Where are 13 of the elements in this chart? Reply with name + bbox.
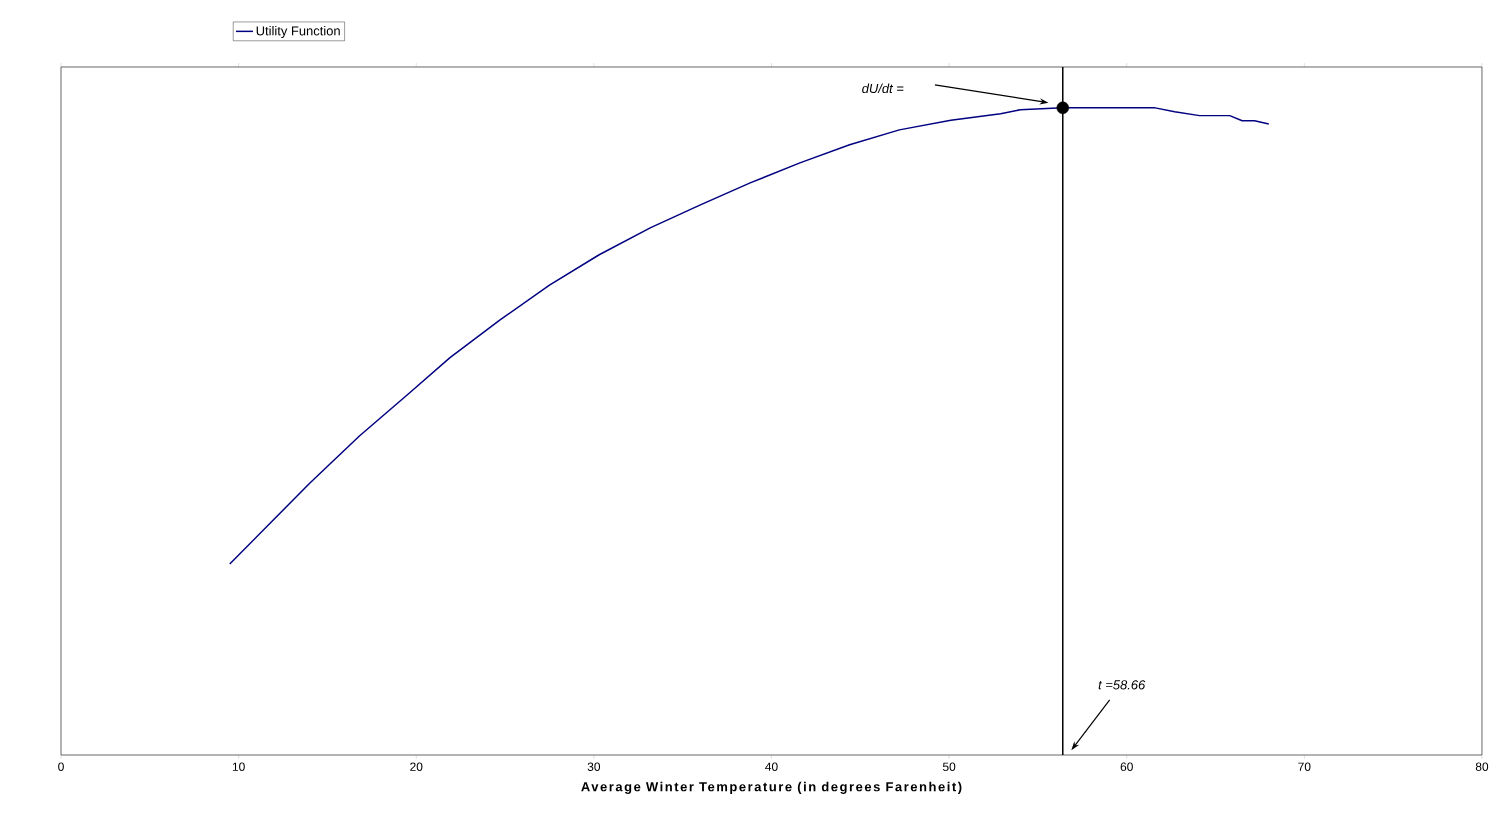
legend-label: Utility Function	[256, 25, 340, 38]
x-tick-label: 70	[1298, 762, 1311, 771]
x-tick-label: 30	[587, 762, 601, 771]
x-tick-label: 40	[765, 762, 778, 771]
x-tick-label: 0	[58, 762, 64, 771]
x-tick-label: 80	[1475, 762, 1489, 771]
annotation: t =58.66	[1098, 680, 1146, 690]
x-tick-label: 60	[1120, 762, 1133, 771]
x-tick-label: 10	[232, 762, 245, 771]
text: dU/dt =	[862, 83, 904, 94]
x-axis-title: Average Winter Temperature (in degrees Farenheit)	[581, 781, 962, 794]
x-tick-label: 20	[410, 762, 423, 771]
x-tick-label: 50	[942, 762, 956, 771]
